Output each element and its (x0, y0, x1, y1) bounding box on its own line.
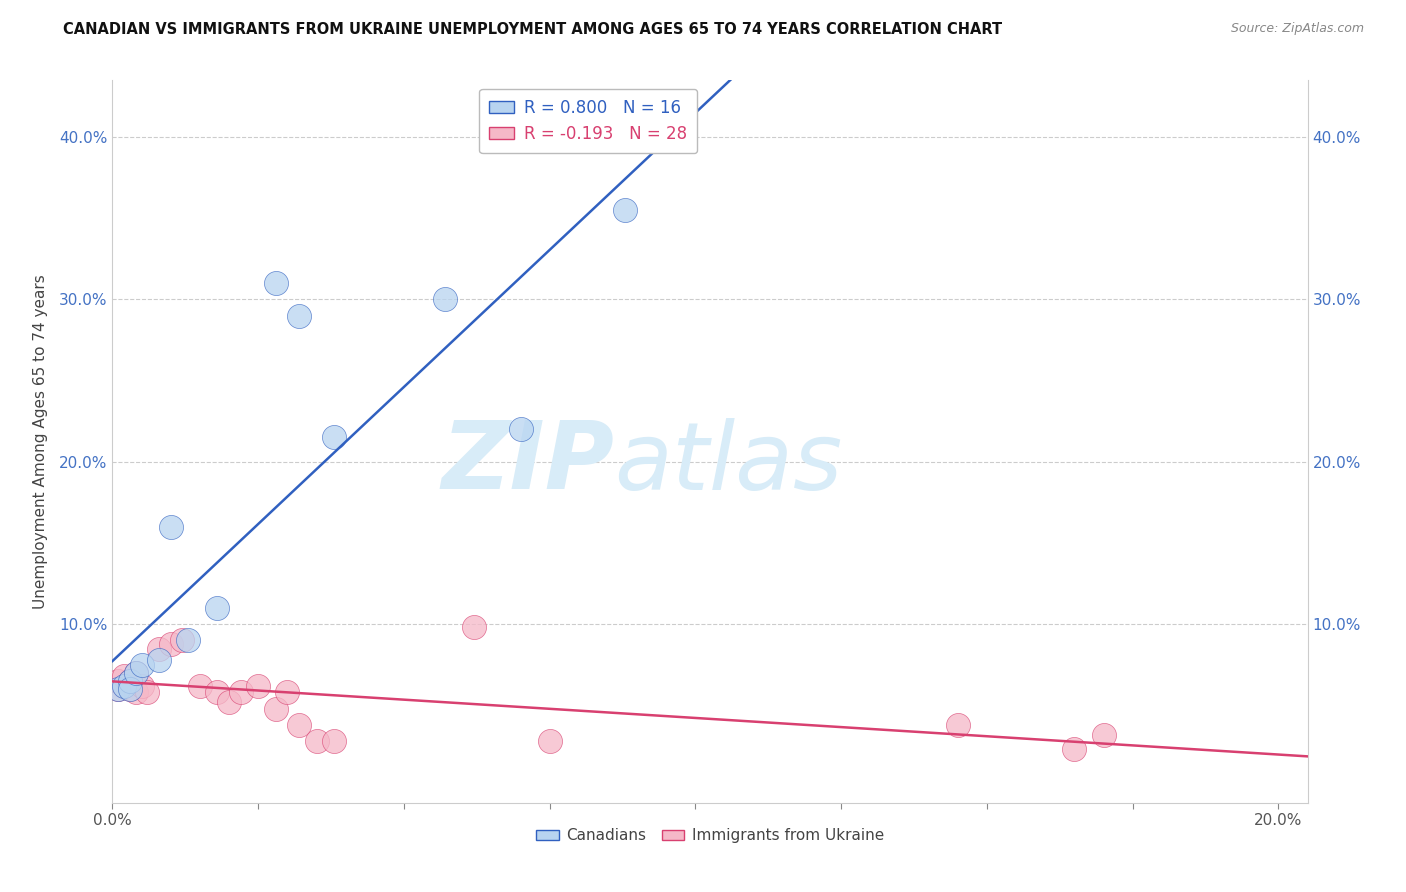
Text: ZIP: ZIP (441, 417, 614, 509)
Point (107, 673, 129, 688)
Point (159, 520, 181, 534)
Point (172, 633, 194, 648)
Text: Source: ZipAtlas.com: Source: ZipAtlas.com (1230, 22, 1364, 36)
Point (118, 673, 141, 688)
Legend: Canadians, Immigrants from Ukraine: Canadians, Immigrants from Ukraine (530, 822, 890, 849)
Point (229, 685, 252, 699)
Point (538, 734, 561, 748)
Text: CANADIAN VS IMMIGRANTS FROM UKRAINE UNEMPLOYMENT AMONG AGES 65 TO 74 YEARS CORRE: CANADIAN VS IMMIGRANTS FROM UKRAINE UNEM… (63, 22, 1002, 37)
Point (288, 309, 311, 323)
Point (433, 293, 456, 307)
Point (107, 682, 129, 697)
Point (1063, 742, 1085, 756)
Point (247, 679, 270, 693)
Point (305, 734, 328, 748)
Point (1092, 728, 1115, 742)
Point (125, 665, 148, 680)
Point (118, 682, 141, 697)
Point (159, 637, 181, 651)
Point (288, 718, 311, 732)
Point (118, 673, 141, 688)
Point (112, 669, 135, 683)
Point (125, 665, 148, 680)
Point (148, 641, 170, 656)
Point (218, 695, 240, 709)
Point (509, 422, 531, 436)
Y-axis label: Unemployment Among Ages 65 to 74 years: Unemployment Among Ages 65 to 74 years (32, 274, 48, 609)
Point (125, 685, 148, 699)
Point (264, 701, 287, 715)
Point (323, 430, 346, 444)
Point (276, 685, 298, 699)
Point (136, 685, 159, 699)
Point (112, 679, 135, 693)
Point (188, 679, 211, 693)
Point (177, 633, 200, 648)
Point (207, 685, 229, 699)
Point (112, 679, 135, 693)
Point (118, 682, 141, 697)
Point (207, 601, 229, 615)
Point (614, 203, 637, 218)
Text: atlas: atlas (614, 417, 842, 508)
Point (264, 277, 287, 291)
Point (107, 682, 129, 697)
Point (463, 620, 485, 634)
Point (131, 657, 153, 672)
Point (131, 679, 153, 693)
Point (323, 734, 346, 748)
Point (946, 718, 969, 732)
Point (148, 653, 170, 667)
